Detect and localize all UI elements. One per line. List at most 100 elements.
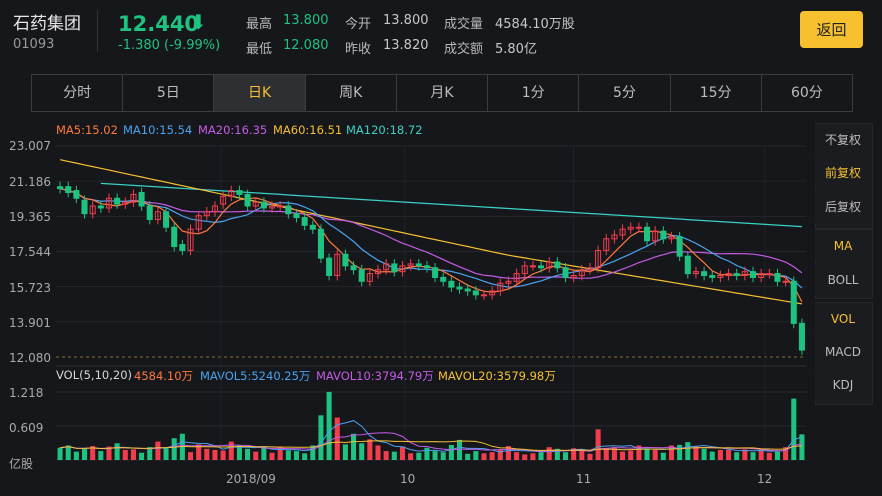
candle-body [717,275,724,278]
tab-daily-k[interactable]: 日K [213,75,305,111]
candle-body [277,205,284,208]
x-tick-label: 12 [757,472,773,486]
volume-bar [375,445,381,460]
volume-bar [359,443,365,460]
legend-ma20: MA20:16.35 [198,123,268,137]
candle-body [220,195,227,205]
back-button[interactable]: 返回 [800,11,863,48]
candle-body [187,228,194,251]
candle-body [97,205,104,209]
legend-vol-value: 4584.10万 [134,369,194,383]
y-tick-label: 23.007 [9,139,51,153]
candles [57,181,805,355]
volume-bar [742,449,748,460]
candle-body [236,190,243,195]
candle-body [554,261,561,269]
volume-bar [106,446,112,460]
tab-monthly-k[interactable]: 月K [395,75,487,111]
volume-bar [245,448,251,460]
candle-body [326,257,333,277]
candle-body [529,265,536,268]
mavol-lines [60,420,803,453]
candle-body [505,280,512,284]
candle-body [660,230,667,240]
candle-body [309,224,316,230]
candle-body [627,226,634,230]
volume-bar [424,447,430,460]
volume-bar [90,446,96,460]
vol-tick-label: 1.218 [9,386,44,400]
tab-60min[interactable]: 60分 [760,75,852,111]
no-adjust-button[interactable]: 不复权 [815,124,871,156]
tab-intraday[interactable]: 分时 [63,85,92,101]
candle-body [497,282,504,292]
volume-bar [155,441,161,460]
candle-body [692,271,699,275]
vol-button[interactable]: VOL [815,303,871,335]
volume-bar [579,449,585,460]
volume-bar [505,446,511,460]
volume-bar [693,446,699,460]
vol-unit-label: 亿股 [9,457,34,471]
volume-bar [668,445,675,460]
volume-bar [73,451,79,460]
legend-ma120: MA120:18.72 [346,123,423,137]
candle-body [546,261,553,269]
volume-bar [399,446,405,460]
candle-body [652,230,659,242]
volume-bar [293,451,300,460]
candle-body [195,215,202,230]
volume-bar [130,449,136,460]
mavol20-line [60,440,802,452]
volume-bar [171,438,177,460]
candle-body [538,265,545,269]
candle-body [171,226,178,248]
ma120-line [100,182,802,228]
header-divider [97,10,98,52]
boll-button[interactable]: BOLL [815,264,871,296]
volume-bar [432,451,438,460]
tab-5day[interactable]: 5日 [122,75,213,111]
candle-body [562,267,569,278]
volume-bar [318,415,324,460]
backward-adjust-button[interactable]: 后复权 [815,191,871,223]
price-change: -1.380 (-9.99%) [118,38,221,53]
kdj-button[interactable]: KDJ [815,369,871,401]
candle-body [423,265,430,269]
candle-body [741,271,748,277]
stock-code: 01093 [13,37,55,52]
candle-body [114,197,121,205]
candle-body [334,253,341,277]
tab-1min[interactable]: 1分 [487,75,578,111]
down-arrow-icon: ⬇ [190,10,207,34]
candle-body [269,205,276,209]
candle-body [65,186,72,193]
macd-button[interactable]: MACD [815,336,871,368]
ma60-line [59,159,803,305]
volume-bar [82,448,88,460]
volume-bar [383,451,389,460]
volume-bar [603,448,609,460]
volume-bar [448,444,454,460]
volume-bar [644,448,650,460]
candle-body [432,267,439,278]
candle-body [619,228,626,236]
volume-bar [261,447,267,460]
stat-value-low: 12.080 [283,38,329,53]
candle-body [285,205,292,215]
volume-bar [783,447,789,460]
volume-bar [228,441,234,460]
ma10-line [59,188,803,289]
mavol10-line [60,432,802,453]
candle-body [407,263,414,267]
forward-adjust-button[interactable]: 前复权 [815,157,871,189]
tab-5min[interactable]: 5分 [578,75,669,111]
tab-15min[interactable]: 15分 [669,75,761,111]
candle-body [635,226,642,229]
volume-bar [677,444,683,460]
candle-body [154,211,161,221]
candle-body [122,201,129,205]
ma-button[interactable]: MA [815,230,871,262]
tab-weekly-k[interactable]: 周K [304,75,396,111]
